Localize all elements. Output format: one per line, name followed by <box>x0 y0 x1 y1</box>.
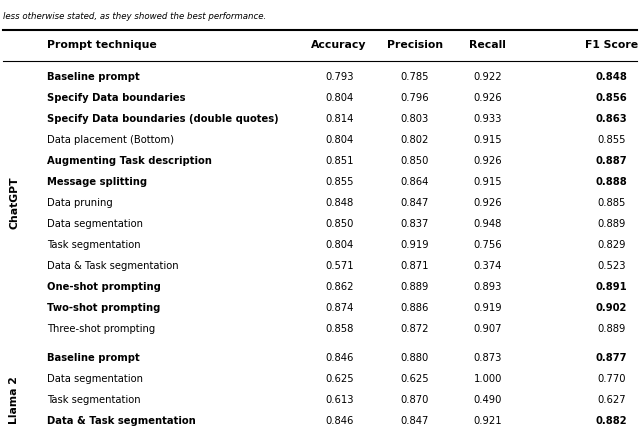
Text: 0.921: 0.921 <box>474 416 502 426</box>
Text: 0.856: 0.856 <box>595 93 627 103</box>
Text: Recall: Recall <box>469 40 506 50</box>
Text: 0.848: 0.848 <box>325 198 353 208</box>
Text: 0.872: 0.872 <box>401 324 429 334</box>
Text: 0.847: 0.847 <box>401 416 429 426</box>
Text: Precision: Precision <box>387 40 443 50</box>
Text: 0.902: 0.902 <box>595 303 627 313</box>
Text: 1.000: 1.000 <box>474 374 502 384</box>
Text: 0.802: 0.802 <box>401 135 429 145</box>
Text: Message splitting: Message splitting <box>47 177 147 187</box>
Text: 0.893: 0.893 <box>474 282 502 292</box>
Text: Three-shot prompting: Three-shot prompting <box>47 324 155 334</box>
Text: 0.756: 0.756 <box>474 240 502 250</box>
Text: 0.848: 0.848 <box>595 72 627 82</box>
Text: Specify Data boundaries (double quotes): Specify Data boundaries (double quotes) <box>47 114 278 124</box>
Text: 0.885: 0.885 <box>597 198 625 208</box>
Text: 0.858: 0.858 <box>325 324 353 334</box>
Text: 0.613: 0.613 <box>325 395 353 405</box>
Text: Data segmentation: Data segmentation <box>47 374 143 384</box>
Text: 0.922: 0.922 <box>474 72 502 82</box>
Text: Baseline prompt: Baseline prompt <box>47 72 140 82</box>
Text: 0.886: 0.886 <box>401 303 429 313</box>
Text: 0.891: 0.891 <box>595 282 627 292</box>
Text: 0.889: 0.889 <box>597 324 625 334</box>
Text: 0.837: 0.837 <box>401 219 429 229</box>
Text: Two-shot prompting: Two-shot prompting <box>47 303 160 313</box>
Text: 0.850: 0.850 <box>325 219 353 229</box>
Text: Data & Task segmentation: Data & Task segmentation <box>47 416 195 426</box>
Text: 0.846: 0.846 <box>325 416 353 426</box>
Text: 0.803: 0.803 <box>401 114 429 124</box>
Text: 0.627: 0.627 <box>597 395 625 405</box>
Text: 0.907: 0.907 <box>474 324 502 334</box>
Text: 0.888: 0.888 <box>595 177 627 187</box>
Text: 0.855: 0.855 <box>597 135 625 145</box>
Text: 0.814: 0.814 <box>325 114 353 124</box>
Text: 0.804: 0.804 <box>325 93 353 103</box>
Text: Data segmentation: Data segmentation <box>47 219 143 229</box>
Text: Llama 2: Llama 2 <box>9 376 19 424</box>
Text: 0.880: 0.880 <box>401 353 429 363</box>
Text: 0.855: 0.855 <box>325 177 353 187</box>
Text: F1 Score: F1 Score <box>584 40 638 50</box>
Text: 0.847: 0.847 <box>401 198 429 208</box>
Text: 0.785: 0.785 <box>401 72 429 82</box>
Text: 0.877: 0.877 <box>595 353 627 363</box>
Text: 0.793: 0.793 <box>325 72 353 82</box>
Text: Accuracy: Accuracy <box>312 40 367 50</box>
Text: One-shot prompting: One-shot prompting <box>47 282 161 292</box>
Text: 0.829: 0.829 <box>597 240 625 250</box>
Text: Data & Task segmentation: Data & Task segmentation <box>47 261 179 271</box>
Text: 0.804: 0.804 <box>325 135 353 145</box>
Text: 0.948: 0.948 <box>474 219 502 229</box>
Text: 0.915: 0.915 <box>474 177 502 187</box>
Text: 0.374: 0.374 <box>474 261 502 271</box>
Text: 0.933: 0.933 <box>474 114 502 124</box>
Text: Augmenting Task description: Augmenting Task description <box>47 156 212 166</box>
Text: Prompt technique: Prompt technique <box>47 40 156 50</box>
Text: 0.862: 0.862 <box>325 282 353 292</box>
Text: 0.523: 0.523 <box>597 261 625 271</box>
Text: 0.915: 0.915 <box>474 135 502 145</box>
Text: Data placement (Bottom): Data placement (Bottom) <box>47 135 173 145</box>
Text: Baseline prompt: Baseline prompt <box>47 353 140 363</box>
Text: 0.571: 0.571 <box>325 261 353 271</box>
Text: 0.873: 0.873 <box>474 353 502 363</box>
Text: 0.919: 0.919 <box>401 240 429 250</box>
Text: 0.871: 0.871 <box>401 261 429 271</box>
Text: 0.846: 0.846 <box>325 353 353 363</box>
Text: 0.850: 0.850 <box>401 156 429 166</box>
Text: less otherwise stated, as they showed the best performance.: less otherwise stated, as they showed th… <box>3 12 266 21</box>
Text: 0.804: 0.804 <box>325 240 353 250</box>
Text: 0.863: 0.863 <box>595 114 627 124</box>
Text: ChatGPT: ChatGPT <box>9 177 19 229</box>
Text: Task segmentation: Task segmentation <box>47 240 140 250</box>
Text: 0.796: 0.796 <box>401 93 429 103</box>
Text: 0.882: 0.882 <box>595 416 627 426</box>
Text: 0.889: 0.889 <box>401 282 429 292</box>
Text: Specify Data boundaries: Specify Data boundaries <box>47 93 185 103</box>
Text: Data pruning: Data pruning <box>47 198 113 208</box>
Text: 0.625: 0.625 <box>401 374 429 384</box>
Text: 0.926: 0.926 <box>474 198 502 208</box>
Text: 0.889: 0.889 <box>597 219 625 229</box>
Text: 0.870: 0.870 <box>401 395 429 405</box>
Text: 0.926: 0.926 <box>474 93 502 103</box>
Text: 0.887: 0.887 <box>595 156 627 166</box>
Text: 0.864: 0.864 <box>401 177 429 187</box>
Text: Task segmentation: Task segmentation <box>47 395 140 405</box>
Text: 0.919: 0.919 <box>474 303 502 313</box>
Text: 0.874: 0.874 <box>325 303 353 313</box>
Text: 0.490: 0.490 <box>474 395 502 405</box>
Text: 0.770: 0.770 <box>597 374 625 384</box>
Text: 0.851: 0.851 <box>325 156 353 166</box>
Text: 0.926: 0.926 <box>474 156 502 166</box>
Text: 0.625: 0.625 <box>325 374 353 384</box>
